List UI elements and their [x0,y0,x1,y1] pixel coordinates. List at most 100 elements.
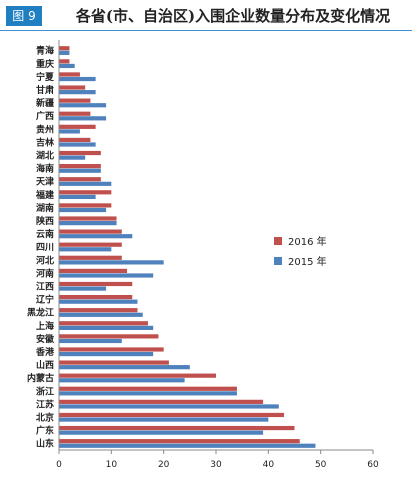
bar-series-2: 湖北 2015 年: 5 [59,155,86,160]
x-tick-label: 0 [56,460,62,470]
category-label: 广西 [36,110,54,122]
bar-series-1: 海南 2016 年: 8 [59,164,101,169]
bar-series-1: 天津 2016 年: 8 [59,177,101,182]
bar-series-1: 贵州 2016 年: 7 [59,124,96,129]
x-tick-label: 10 [106,460,118,470]
bar-series-1: 甘肃 2016 年: 5 [59,85,86,90]
bar-series-2: 云南 2015 年: 14 [59,234,133,239]
bar-series-1: 青海 2016 年: 2 [59,46,70,51]
chart-title: 各省(市、自治区)入围企业数量分布及变化情况 [75,7,391,25]
category-label: 贵州 [36,123,54,135]
category-label: 海南 [36,163,54,175]
bar-series-2: 浙江 2015 年: 34 [59,391,237,396]
bar-series-2: 新疆 2015 年: 9 [59,103,107,108]
legend-label: 2015 年 [288,255,327,268]
category-label: 湖南 [36,202,54,214]
bar-series-2: 宁夏 2015 年: 7 [59,76,96,82]
bar-series-2: 吉林 2015 年: 7 [59,142,96,147]
bar-series-2: 河北 2015 年: 20 [59,260,164,265]
x-tick-label: 20 [158,460,170,470]
figure-badge: 图 9 [6,6,42,26]
bar-series-1: 山东 2016 年: 46 [59,439,300,444]
legend-swatch [274,237,282,245]
x-tick-label: 40 [263,460,275,470]
category-label: 山东 [36,438,54,450]
bar-series-2: 湖南 2015 年: 9 [59,207,107,213]
category-label: 甘肃 [36,84,54,96]
category-label: 上海 [36,320,54,332]
bar-series-2: 重庆 2015 年: 3 [59,63,75,69]
bar-series-2: 江西 2015 年: 9 [59,286,107,291]
bar-series-1: 河北 2016 年: 12 [59,255,122,260]
bar-series-1: 安徽 2016 年: 19 [59,334,159,339]
bar-series-1: 内蒙古 2016 年: 30 [59,373,216,378]
category-label: 青海 [36,45,54,57]
title-divider [0,30,412,31]
bar-series-1: 广西 2016 年: 6 [59,111,91,116]
bar-series-2: 山西 2015 年: 25 [59,365,190,370]
bar-series-2: 北京 2015 年: 40 [59,417,269,422]
bar-series-1: 江苏 2016 年: 39 [59,399,264,404]
category-label: 河南 [36,267,54,279]
category-label: 天津 [36,176,54,188]
bar-series-1: 宁夏 2016 年: 4 [59,72,80,77]
bar-series-1: 香港 2016 年: 20 [59,347,164,352]
category-label: 湖北 [36,150,54,162]
bar-series-2: 天津 2015 年: 10 [59,181,112,186]
category-label: 香港 [35,346,55,358]
x-tick-label: 60 [367,460,379,470]
bar-series-2: 江苏 2015 年: 42 [59,404,279,409]
bar-series-1: 辽宁 2016 年: 14 [59,294,133,300]
category-label: 云南 [36,228,54,240]
category-label: 江西 [36,280,54,292]
bar-series-2: 青海 2015 年: 2 [59,50,70,55]
category-label: 辽宁 [36,294,54,306]
bar-series-2: 海南 2015 年: 8 [59,168,101,173]
legend-label: 2016 年 [288,235,327,248]
x-tick-label: 50 [315,460,327,470]
bar-series-2: 广西 2015 年: 9 [59,116,107,121]
bar-series-2: 贵州 2015 年: 4 [59,129,80,134]
category-label: 福建 [35,189,55,201]
x-tick-label: 30 [210,460,222,470]
bar-series-1: 云南 2016 年: 12 [59,229,122,234]
category-label: 黑龙江 [27,307,54,319]
bar-series-2: 广东 2015 年: 39 [59,430,264,435]
category-label: 四川 [36,242,54,253]
category-label: 重庆 [36,58,54,70]
category-label: 宁夏 [36,71,55,83]
bar-series-1: 上海 2016 年: 17 [59,321,148,326]
bars-layer: 青海 2016 年: 2青海 2015 年: 2 重庆 2016 年: 2重庆 2… [59,46,316,448]
legend: 2016 年 2015 年 [274,235,327,268]
bar-series-1: 陕西 2016 年: 11 [59,216,117,221]
bar-series-2: 安徽 2015 年: 12 [59,338,122,344]
bar-series-1: 福建 2016 年: 10 [59,190,112,195]
category-label: 河北 [36,254,54,266]
category-label: 北京 [36,411,54,423]
category-label: 新疆 [36,97,54,109]
bar-series-1: 广东 2016 年: 45 [59,425,295,431]
category-label: 吉林 [36,136,55,148]
category-label: 浙江 [36,385,54,397]
bar-series-1: 湖北 2016 年: 8 [59,150,101,156]
bar-series-1: 四川 2016 年: 12 [59,242,122,247]
bar-series-2: 内蒙古 2015 年: 24 [59,378,185,383]
bar-series-2: 上海 2015 年: 18 [59,325,154,330]
bar-series-2: 山东 2015 年: 49 [59,443,316,448]
bar-series-2: 香港 2015 年: 18 [59,351,154,357]
bar-series-1: 北京 2016 年: 43 [59,412,285,418]
bar-series-1: 重庆 2016 年: 2 [59,59,70,64]
bar-series-2: 甘肃 2015 年: 7 [59,90,96,95]
bar-series-1: 山西 2016 年: 21 [59,360,169,365]
category-label: 广东 [36,425,54,437]
category-label: 安徽 [36,333,55,345]
bar-series-1: 湖南 2016 年: 10 [59,203,112,208]
bar-series-1: 河南 2016 年: 13 [59,268,128,273]
category-label: 江苏 [36,398,54,410]
bar-series-1: 新疆 2016 年: 6 [59,98,91,103]
category-label: 山西 [36,359,54,371]
bar-series-1: 黑龙江 2016 年: 15 [59,308,138,313]
bar-series-2: 四川 2015 年: 10 [59,247,112,252]
axes-layer: 青海重庆宁夏甘肃新疆广西贵州吉林湖北海南天津福建湖南陕西云南四川河北河南江西辽宁… [27,40,379,470]
